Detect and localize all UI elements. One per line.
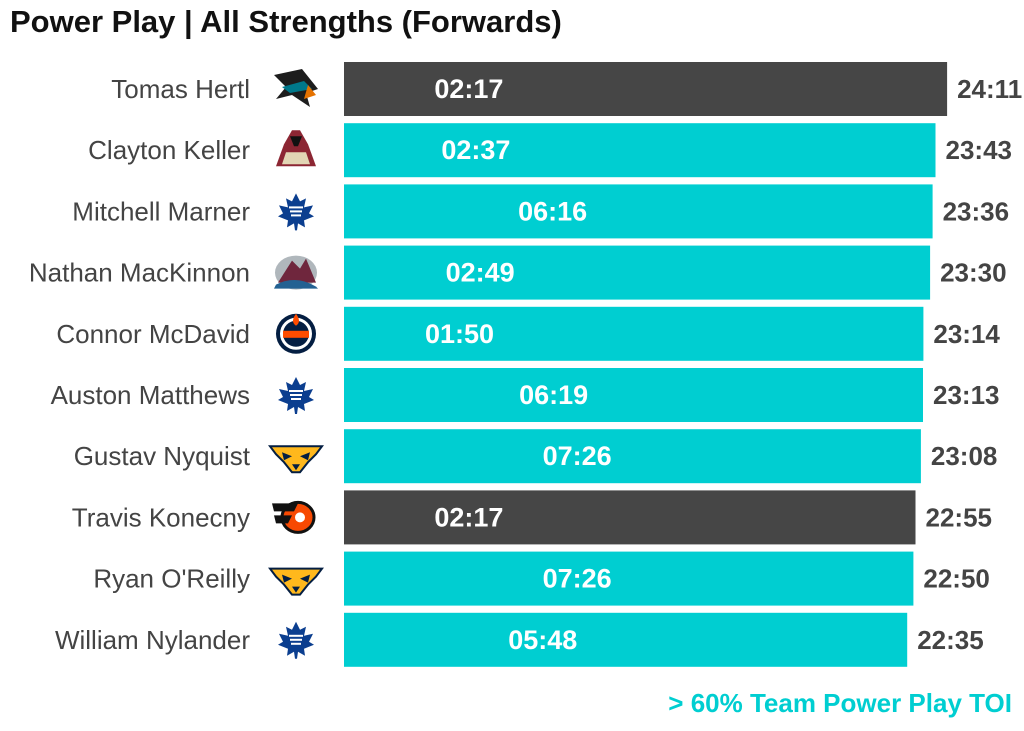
predator-eye — [282, 452, 292, 461]
player-name-label: William Nylander — [55, 625, 250, 655]
shark-stripe — [282, 81, 312, 93]
coyote-feature — [290, 136, 302, 147]
total-toi-label: 22:55 — [926, 502, 993, 532]
chart-title: Power Play | All Strengths (Forwards) — [10, 4, 562, 39]
predators-logo-icon — [268, 567, 324, 596]
bar — [344, 306, 924, 361]
player-name-label: Auston Matthews — [51, 380, 250, 410]
player-name-label: Ryan O'Reilly — [93, 564, 250, 594]
total-toi-label: 24:11 — [957, 74, 1022, 104]
sharks-logo-icon — [274, 69, 318, 107]
oilers-band — [283, 330, 309, 338]
bar-label: 02:37 — [441, 135, 510, 165]
leaf-text-line — [291, 398, 301, 400]
flyers-logo-icon — [272, 500, 316, 534]
predator-fang — [292, 586, 300, 593]
oilers-logo-icon — [276, 313, 316, 354]
flyers-stripe — [272, 503, 298, 512]
leaf-text-line — [289, 206, 303, 209]
leaf-text-line — [289, 390, 303, 392]
oilers-drop — [293, 313, 299, 326]
total-toi-label: 23:36 — [943, 196, 1010, 226]
bar-label: 06:19 — [519, 380, 588, 410]
bar — [344, 184, 933, 239]
shark-stick — [304, 85, 316, 99]
maple-leafs-logo-icon — [278, 193, 314, 231]
player-name-label: Gustav Nyquist — [74, 441, 251, 471]
total-toi-label: 23:30 — [940, 258, 1007, 288]
player-name-label: Connor McDavid — [56, 319, 250, 349]
flyers-dot — [295, 512, 305, 523]
bar-label: 06:16 — [518, 196, 587, 226]
bar-label: 05:48 — [508, 625, 577, 655]
bar — [344, 245, 931, 300]
predator-eye — [300, 452, 310, 461]
bar — [344, 123, 936, 178]
leaf-text-line — [290, 638, 302, 641]
leaf-text-line — [290, 210, 302, 213]
bar-label: 07:26 — [543, 564, 612, 594]
leaf-text-line — [291, 642, 301, 645]
bar — [344, 62, 948, 116]
total-toi-label: 22:50 — [923, 564, 990, 594]
player-name-label: Mitchell Marner — [72, 196, 250, 226]
avalanche-swoosh — [274, 280, 318, 289]
total-toi-label: 23:08 — [931, 441, 998, 471]
avalanche-mountain — [278, 258, 316, 283]
maple-leafs-logo-icon — [278, 621, 314, 659]
bar — [344, 551, 914, 606]
player-name-label: Tomas Hertl — [111, 74, 250, 104]
leaf-text-line — [291, 214, 301, 217]
leaf-text-line — [289, 634, 303, 637]
bar-label: 02:17 — [434, 74, 503, 104]
bar-label: 02:49 — [446, 258, 515, 288]
predator-eye — [300, 574, 310, 583]
player-name-label: Clayton Keller — [88, 135, 250, 165]
leaf-text-line — [290, 394, 302, 396]
flyers-stripe — [274, 515, 292, 524]
bar — [344, 490, 916, 545]
total-toi-label: 23:43 — [946, 135, 1013, 165]
predator-eye — [282, 574, 292, 583]
bar-label: 02:17 — [434, 502, 503, 532]
bar-label: 07:26 — [543, 441, 612, 471]
predators-logo-icon — [268, 445, 324, 474]
avalanche-logo-icon — [274, 255, 318, 290]
player-name-label: Travis Konecny — [72, 502, 250, 532]
bar — [344, 612, 908, 667]
player-name-label: Nathan MacKinnon — [29, 258, 250, 288]
legend-note: > 60% Team Power Play TOI — [668, 688, 1012, 718]
bar — [344, 429, 921, 484]
total-toi-label: 23:14 — [933, 319, 1000, 349]
coyotes-logo-icon — [276, 130, 316, 167]
bar-label: 01:50 — [425, 319, 494, 349]
bar — [344, 368, 923, 422]
coyote-muzzle — [282, 152, 310, 165]
total-toi-label: 23:13 — [933, 380, 1000, 410]
predator-fang — [292, 464, 300, 471]
maple-leafs-logo-icon — [278, 377, 314, 414]
total-toi-label: 22:35 — [917, 625, 984, 655]
